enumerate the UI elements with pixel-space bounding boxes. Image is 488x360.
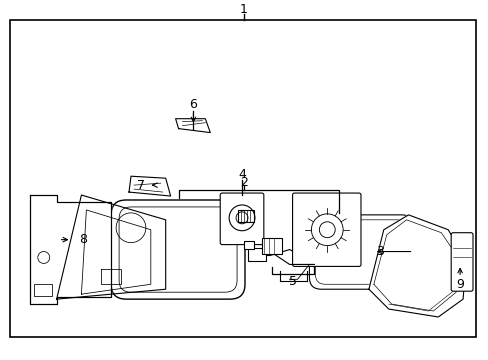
- Polygon shape: [175, 119, 210, 132]
- FancyBboxPatch shape: [450, 233, 472, 291]
- Text: 1: 1: [240, 3, 247, 16]
- Text: 7: 7: [137, 179, 144, 192]
- Text: 6: 6: [189, 98, 197, 111]
- Polygon shape: [30, 195, 111, 304]
- Bar: [261, 238, 281, 253]
- Text: 3: 3: [375, 245, 383, 258]
- Bar: [34, 284, 52, 296]
- FancyBboxPatch shape: [220, 193, 264, 244]
- Text: 5: 5: [288, 275, 296, 288]
- Text: 2: 2: [240, 176, 247, 189]
- Text: 4: 4: [238, 168, 245, 181]
- FancyBboxPatch shape: [292, 193, 360, 266]
- Bar: [244, 240, 253, 248]
- Polygon shape: [129, 176, 170, 196]
- Bar: [10, 19, 475, 337]
- Text: 8: 8: [79, 233, 87, 246]
- Text: 9: 9: [455, 278, 463, 291]
- Polygon shape: [368, 215, 465, 317]
- Bar: [238, 210, 253, 222]
- Bar: [247, 248, 265, 261]
